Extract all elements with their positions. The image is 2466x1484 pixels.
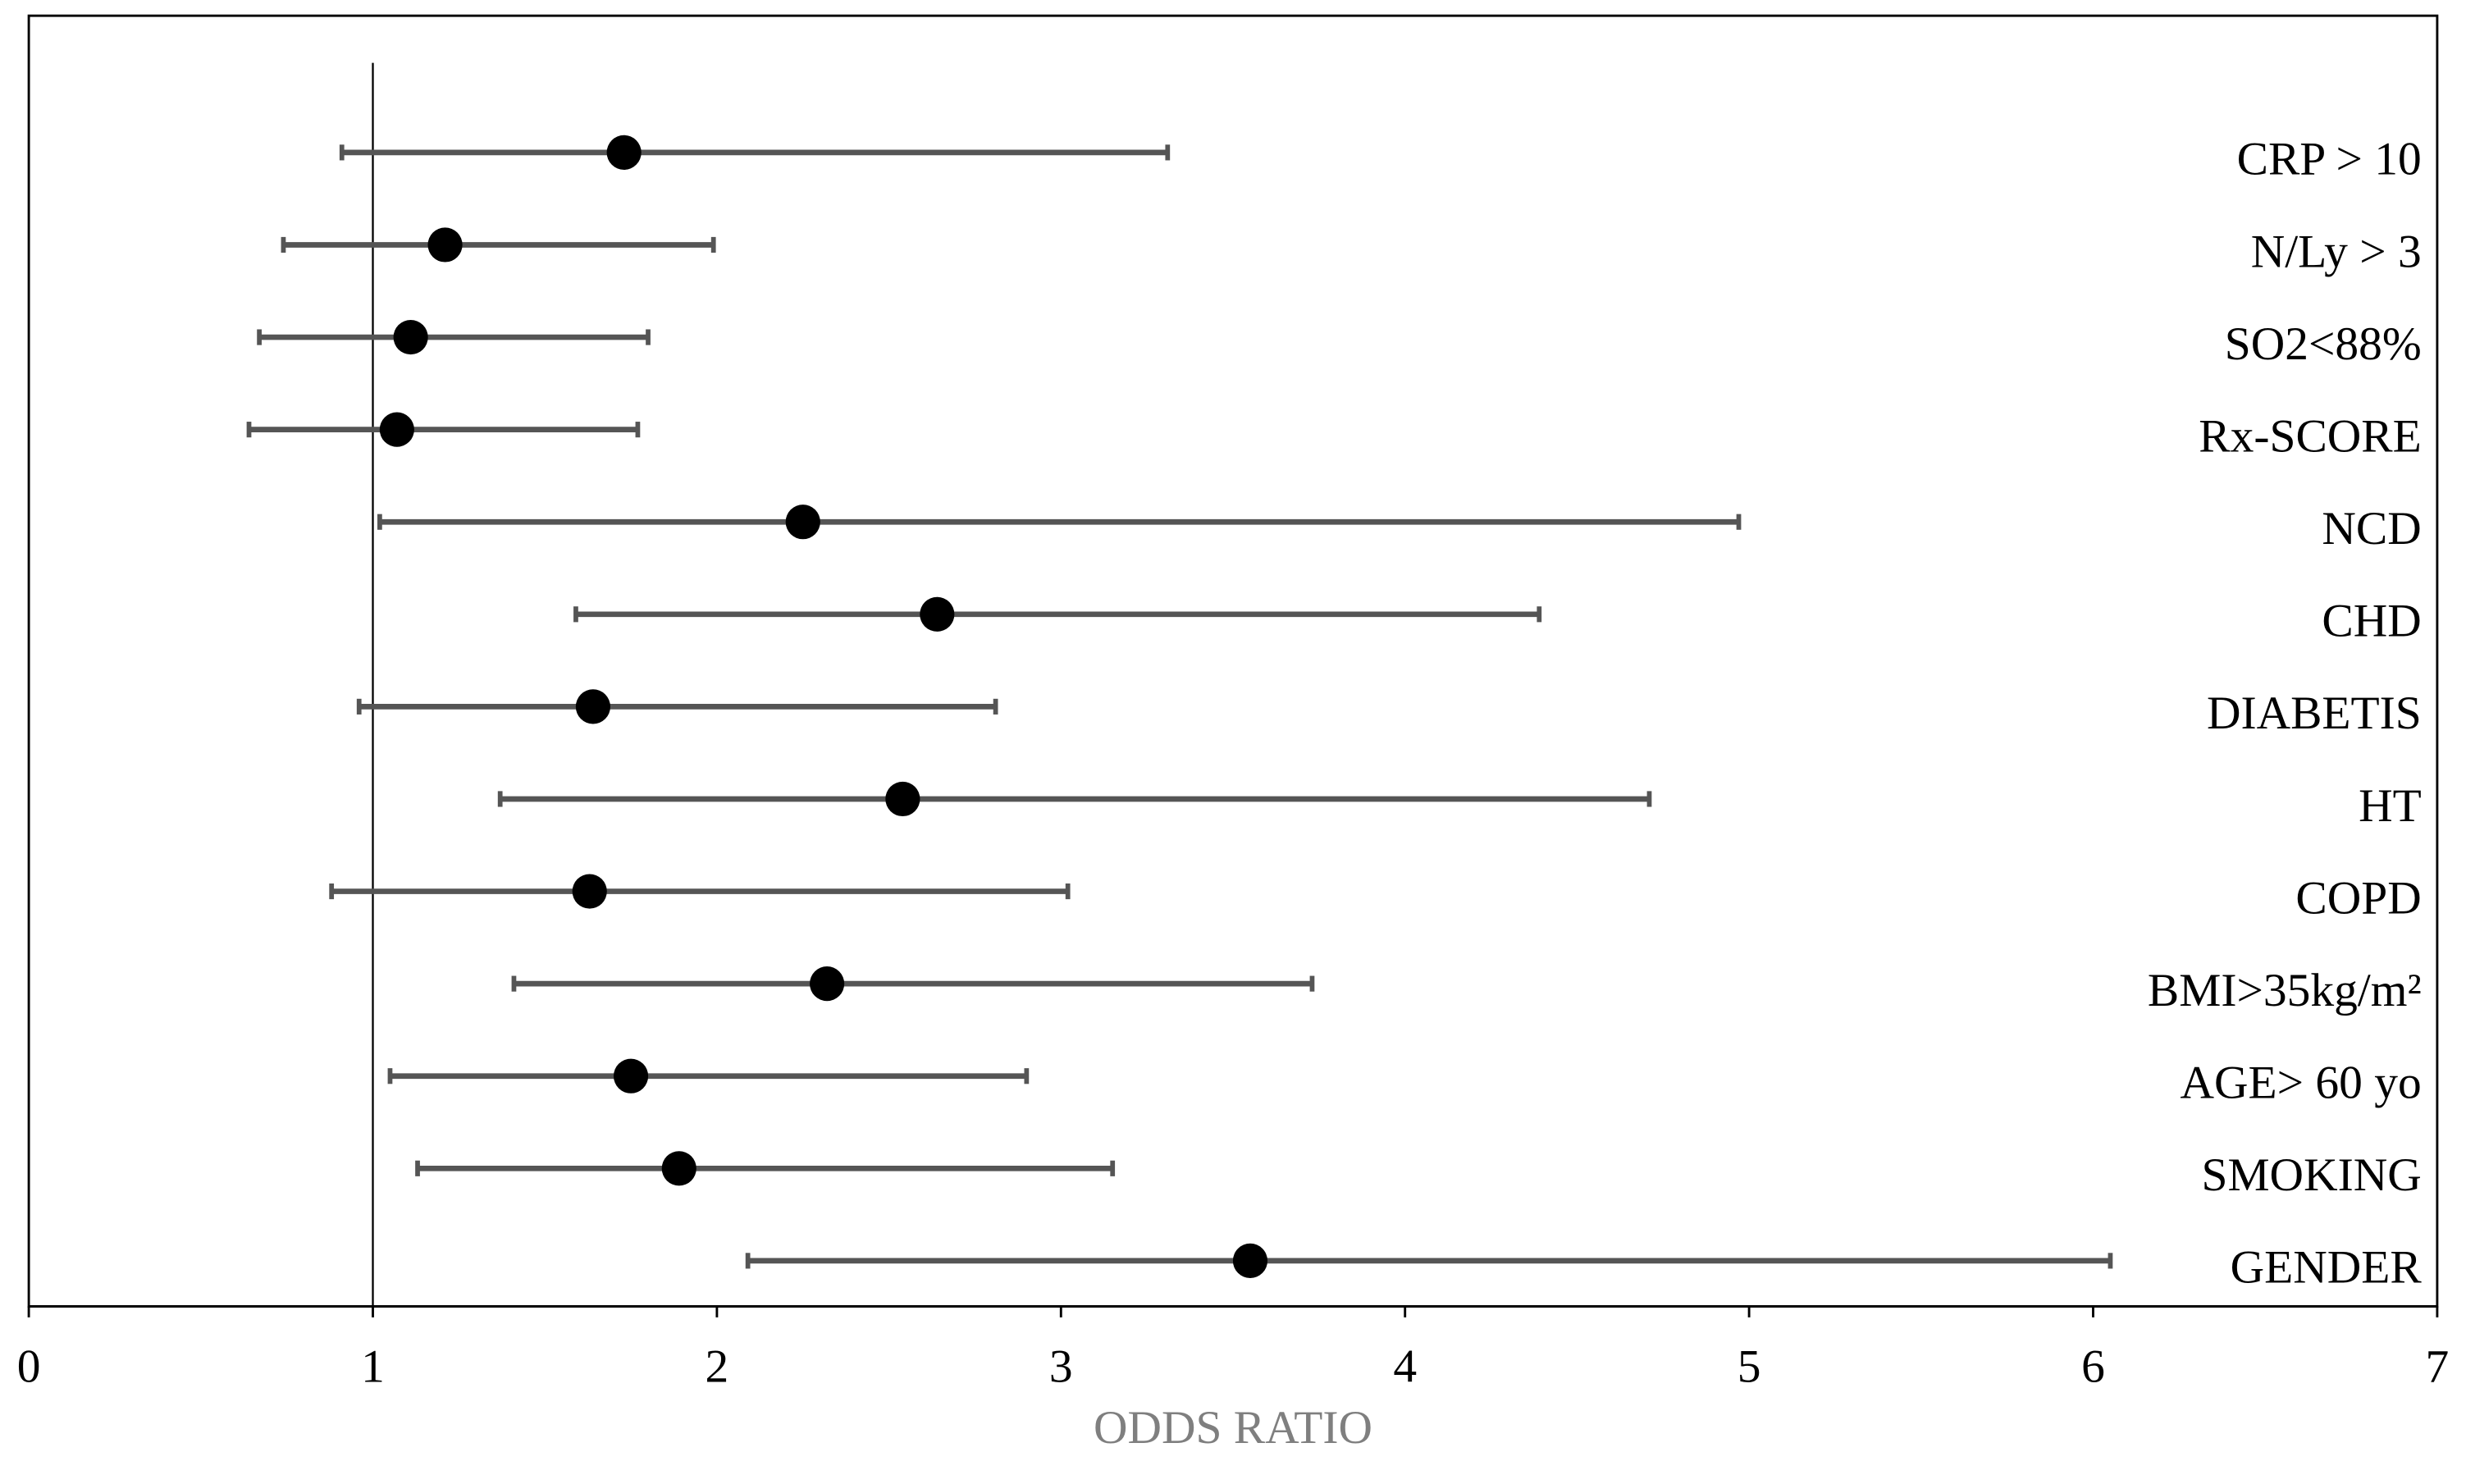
category-label: Rx-SCORE [2199,410,2421,462]
x-tick-label: 0 [17,1340,41,1392]
point [393,319,428,355]
point [661,1151,696,1186]
category-label: N/Ly > 3 [2251,226,2422,277]
category-label: COPD [2295,872,2421,924]
point [427,227,463,263]
point [810,966,845,1002]
category-label: BMI>35kg/m² [2148,965,2422,1016]
point [1232,1243,1268,1278]
category-label: SO2<88% [2225,318,2422,370]
x-tick-label: 2 [706,1340,729,1392]
category-label: CRP > 10 [2237,134,2422,185]
point [885,781,920,817]
plot-frame [27,14,2439,1308]
x-tick-label: 5 [1738,1340,1761,1392]
category-label: HT [2359,780,2422,832]
category-label: GENDER [2231,1242,2423,1294]
point [613,1058,649,1094]
x-tick-label: 1 [361,1340,385,1392]
x-axis-title: ODDS RATIO [1094,1402,1372,1454]
x-tick-label: 6 [2081,1340,2105,1392]
category-label: CHD [2322,596,2421,647]
x-tick-label: 7 [2426,1340,2450,1392]
point [572,874,607,909]
category-label: DIABETIS [2207,687,2422,739]
x-tick-label: 4 [1393,1340,1417,1392]
point [379,412,414,447]
point [785,505,820,540]
point [606,135,642,170]
x-tick-label: 3 [1049,1340,1073,1392]
category-label: NCD [2322,503,2421,555]
point [575,689,610,724]
category-label: AGE> 60 yo [2181,1057,2422,1109]
point [920,596,955,632]
category-label: SMOKING [2202,1149,2422,1201]
